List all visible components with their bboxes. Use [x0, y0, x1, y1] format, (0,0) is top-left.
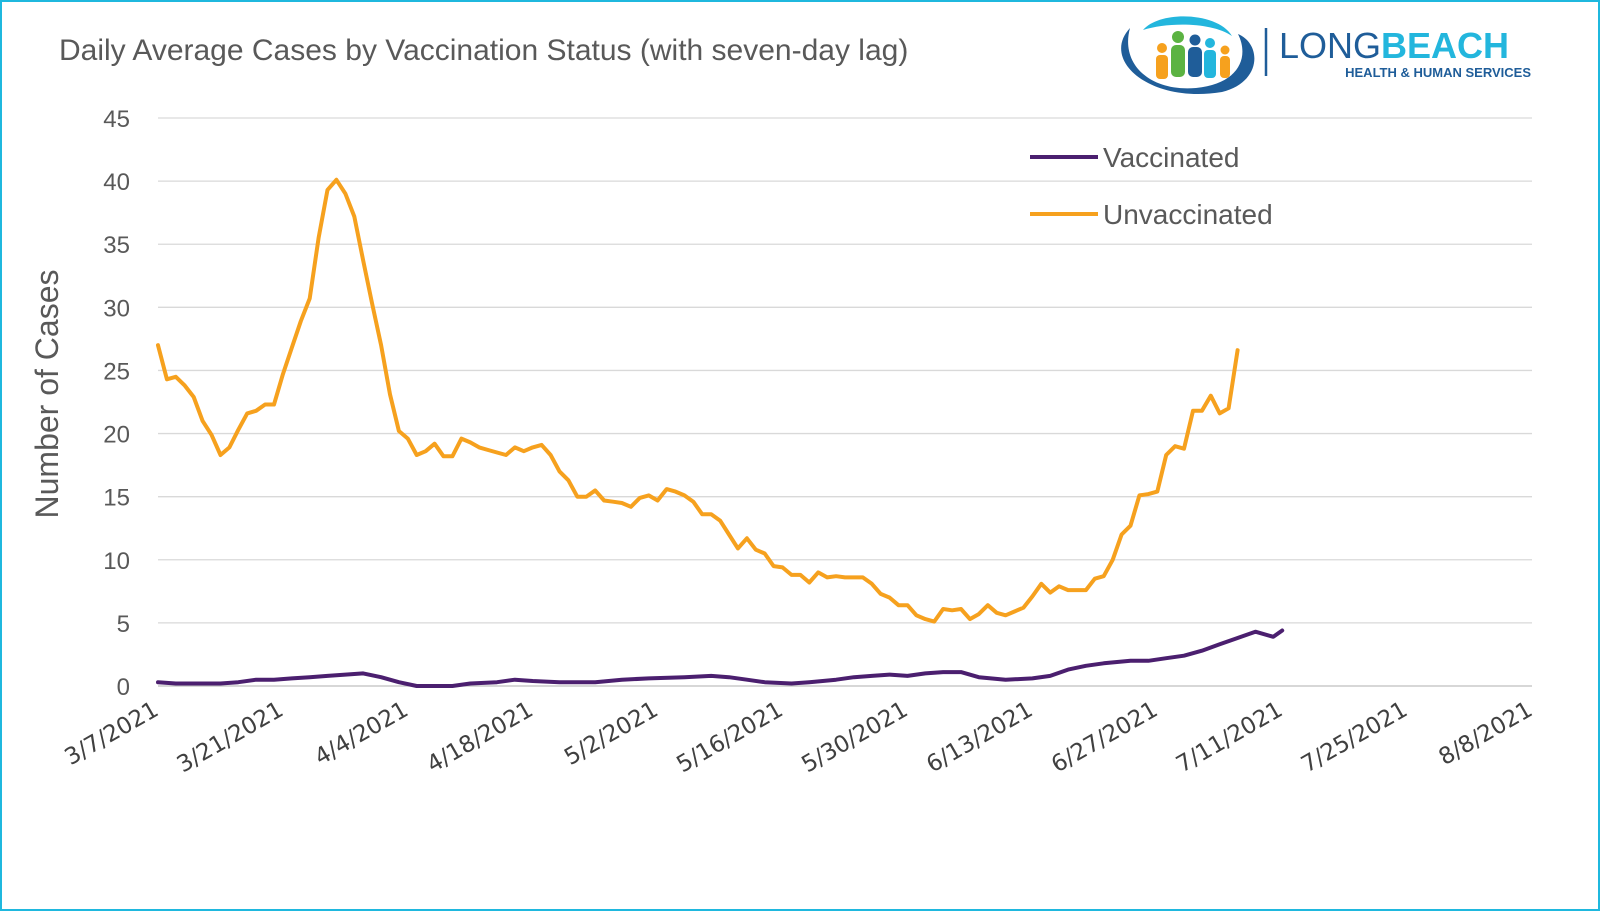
x-tick-label: 5/2/2021 — [560, 697, 662, 771]
series-line-unvaccinated — [156, 177, 1240, 624]
legend-label-unvaccinated: Unvaccinated — [1103, 199, 1273, 230]
x-tick-label: 5/30/2021 — [797, 697, 912, 778]
y-tick-label: 5 — [117, 611, 130, 638]
x-tick-label: 3/21/2021 — [173, 697, 288, 778]
x-tick-label: 7/11/2021 — [1172, 697, 1287, 778]
logo-word-long: LONG — [1279, 25, 1381, 66]
logo-emblem — [1121, 16, 1255, 95]
legend-label-vaccinated: Vaccinated — [1103, 142, 1239, 173]
x-tick-label: 8/8/2021 — [1435, 697, 1537, 771]
y-tick-label: 45 — [103, 106, 130, 133]
x-tick-label: 7/25/2021 — [1297, 697, 1412, 778]
y-tick-label: 10 — [103, 548, 130, 575]
x-tick-label: 3/7/2021 — [61, 697, 163, 771]
y-tick-label: 15 — [103, 485, 130, 512]
x-tick-label: 6/13/2021 — [922, 697, 1037, 778]
gridlines — [158, 117, 1532, 687]
x-tick-label: 5/16/2021 — [672, 697, 787, 778]
x-axis-ticks: 3/7/2021 3/21/2021 4/4/2021 4/18/2021 5/2/20… — [61, 697, 1537, 778]
y-tick-label: 0 — [117, 674, 130, 701]
y-axis-ticks: 0 5 10 15 20 25 30 35 40 45 — [103, 106, 130, 701]
logo-tagline: HEALTH & HUMAN SERVICES — [1345, 65, 1531, 80]
logo: LONGBEACH HEALTH & HUMAN SERVICES — [1121, 16, 1531, 95]
y-tick-label: 25 — [103, 358, 130, 385]
y-tick-label: 20 — [103, 422, 130, 449]
svg-text:LONGBEACH: LONGBEACH — [1279, 25, 1509, 66]
logo-word-beach: BEACH — [1381, 25, 1509, 66]
y-tick-label: 35 — [103, 232, 130, 259]
legend: Vaccinated Unvaccinated — [1030, 142, 1273, 230]
series-line-vaccinated — [156, 628, 1285, 688]
chart-title: Daily Average Cases by Vaccination Statu… — [59, 34, 908, 67]
series-lines — [156, 177, 1285, 688]
y-tick-label: 40 — [103, 169, 130, 196]
x-tick-label: 6/27/2021 — [1047, 697, 1162, 778]
y-tick-label: 30 — [103, 295, 130, 322]
y-axis-label: Number of Cases — [29, 270, 65, 519]
x-tick-label: 4/4/2021 — [310, 697, 412, 771]
x-tick-label: 4/18/2021 — [423, 697, 538, 778]
